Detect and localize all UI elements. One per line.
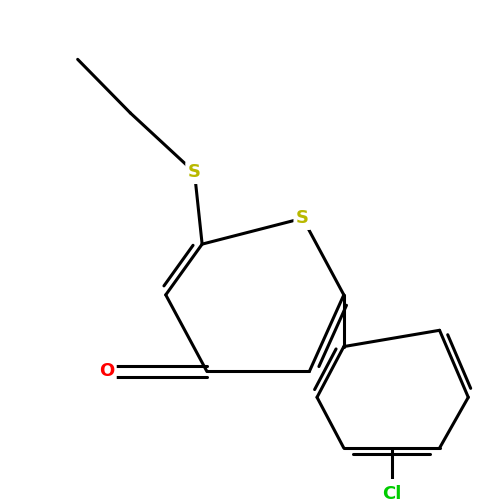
Text: Cl: Cl <box>382 485 402 500</box>
Text: S: S <box>188 164 201 182</box>
Text: O: O <box>99 362 114 380</box>
Text: S: S <box>296 210 309 228</box>
